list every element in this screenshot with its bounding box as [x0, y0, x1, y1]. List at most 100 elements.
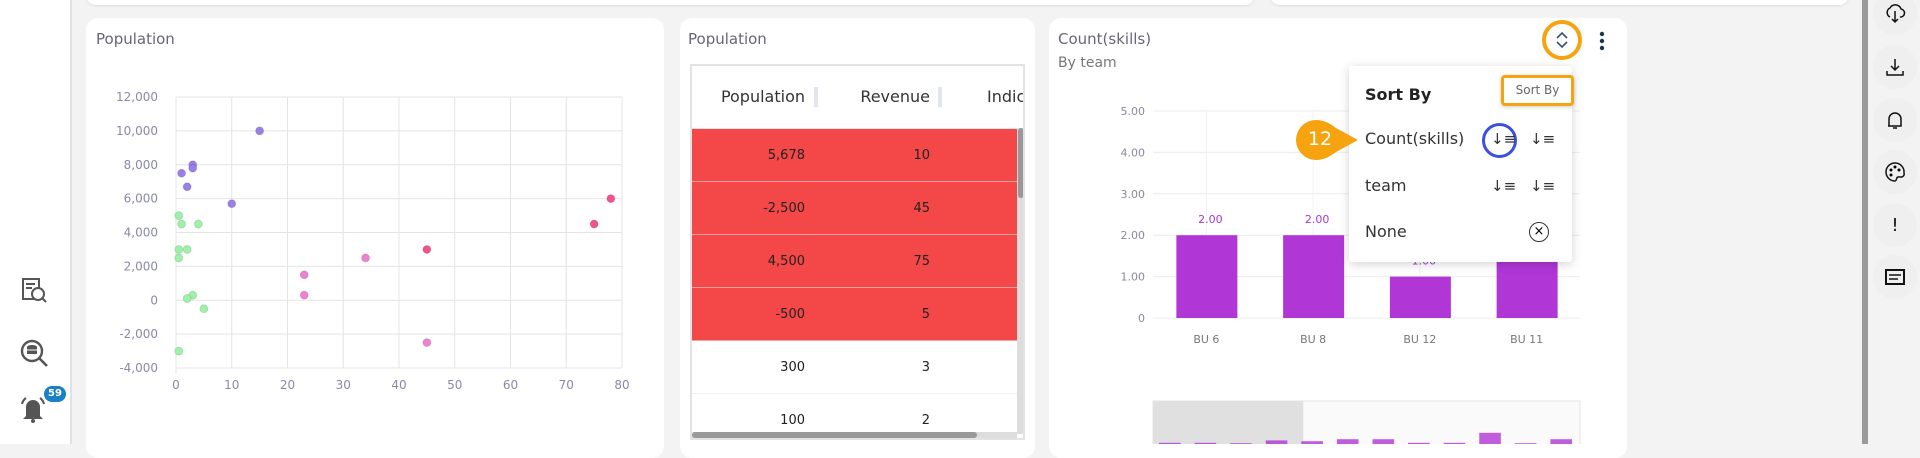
- navigator-bar: [1159, 442, 1181, 444]
- y-tick-label: 2,000: [124, 259, 158, 273]
- table-row[interactable]: 300 3: [692, 341, 1017, 394]
- page-scrollbar[interactable]: [1862, 0, 1868, 444]
- navigator-bar: [1443, 442, 1466, 444]
- scatter-point: [227, 199, 237, 209]
- left-sidebar: 59: [0, 0, 72, 444]
- bell-icon[interactable]: [18, 394, 48, 428]
- cell-population: 4,500: [767, 254, 805, 269]
- table-row[interactable]: 4,500 75: [692, 235, 1017, 288]
- table-row[interactable]: 5,678 10: [692, 129, 1017, 182]
- scatter-point: [422, 244, 432, 254]
- comment-icon[interactable]: [1873, 255, 1917, 299]
- cell-population: 100: [780, 413, 805, 428]
- scatter-point: [174, 244, 184, 254]
- card-subtitle: By team: [1058, 55, 1117, 71]
- sort-chevrons-icon: [1556, 31, 1568, 49]
- alert-icon[interactable]: !: [1873, 203, 1917, 247]
- y-tick-label: 3.00: [1121, 188, 1146, 201]
- bar-data-label: 2.00: [1305, 213, 1330, 226]
- y-tick-label: 2.00: [1121, 229, 1146, 242]
- sort-button[interactable]: [1542, 20, 1582, 60]
- column-header-indic[interactable]: Indic: [987, 87, 1025, 106]
- clear-sort-icon[interactable]: ×: [1529, 222, 1549, 242]
- y-tick-label: -4,000: [119, 361, 158, 375]
- sort-item-team[interactable]: team: [1365, 176, 1407, 195]
- navigator-bar: [1372, 439, 1395, 444]
- scatter-point: [182, 294, 192, 304]
- column-resize-handle[interactable]: [938, 87, 942, 107]
- column-resize-handle[interactable]: [814, 87, 818, 107]
- x-tick-label: BU 6: [1193, 333, 1219, 346]
- y-tick-label: 6,000: [124, 192, 158, 206]
- card-title: Population: [688, 30, 767, 48]
- vertical-scrollbar[interactable]: [1017, 128, 1023, 434]
- scatter-point: [177, 219, 187, 229]
- x-tick-label: 50: [447, 378, 462, 392]
- sort-by-tooltip: Sort By: [1501, 75, 1574, 106]
- table-row[interactable]: -2,500 45: [692, 182, 1017, 235]
- scatter-chart: 0 10 20 30 40 50 60 70 80 12,000 10,000 8,000 6,000 4…: [116, 90, 630, 392]
- scatter-point: [589, 219, 599, 229]
- x-tick-label: 60: [503, 378, 518, 392]
- notification-badge: 59: [44, 386, 66, 402]
- bar: [1176, 235, 1238, 318]
- x-tick-label: 70: [559, 378, 574, 392]
- selected-indicator: [1482, 123, 1517, 158]
- navigator-bar: [1336, 439, 1359, 444]
- horizontal-scrollbar[interactable]: [692, 432, 1017, 438]
- navigator-bar: [1265, 440, 1288, 444]
- sort-ascending-icon[interactable]: ↓≡: [1530, 177, 1556, 195]
- y-tick-label: -2,000: [119, 327, 158, 341]
- sort-item-none[interactable]: None: [1365, 222, 1407, 241]
- column-header-revenue[interactable]: Revenue: [860, 87, 930, 106]
- cell-population: -2,500: [763, 201, 805, 216]
- cell-revenue: 10: [913, 148, 930, 163]
- sort-descending-icon[interactable]: ↓≡: [1491, 130, 1517, 148]
- report-icon[interactable]: [20, 276, 48, 308]
- scatter-point: [422, 338, 432, 348]
- scatter-point: [174, 346, 184, 356]
- card-title: Population: [96, 30, 175, 48]
- bar: [1389, 276, 1451, 318]
- cloud-download-icon[interactable]: [1873, 0, 1917, 35]
- sort-menu-title: Sort By: [1365, 85, 1432, 104]
- scatter-point: [299, 270, 309, 280]
- database-search-icon[interactable]: [19, 338, 49, 372]
- scrollbar-thumb[interactable]: [692, 432, 977, 438]
- bar-data-label: 2.00: [1198, 213, 1223, 226]
- top-card: [86, 0, 1255, 5]
- navigator-bar: [1550, 439, 1572, 444]
- top-card: [1270, 0, 1849, 5]
- x-tick-label: BU 8: [1300, 333, 1326, 346]
- column-header-population[interactable]: Population: [720, 87, 805, 106]
- cell-revenue: 5: [921, 307, 930, 322]
- sort-ascending-icon[interactable]: ↓≡: [1530, 130, 1556, 148]
- table-row[interactable]: -500 5: [692, 288, 1017, 341]
- scatter-point: [174, 211, 184, 221]
- x-tick-label: 40: [391, 378, 406, 392]
- sort-descending-icon[interactable]: ↓≡: [1491, 177, 1517, 195]
- x-tick-label: BU 11: [1510, 333, 1543, 346]
- y-tick-label: 5.00: [1121, 105, 1146, 118]
- table-row[interactable]: 100 2: [692, 394, 1017, 438]
- palette-icon[interactable]: [1873, 150, 1917, 194]
- scatter-point: [255, 126, 265, 136]
- download-icon[interactable]: [1873, 45, 1917, 89]
- y-tick-label: 4,000: [124, 226, 158, 240]
- bell-icon[interactable]: [1873, 98, 1917, 142]
- y-tick-label: 0: [150, 293, 158, 307]
- y-tick-label: 10,000: [116, 124, 158, 138]
- sort-item-count-skills[interactable]: Count(skills): [1365, 129, 1465, 148]
- navigator-bar: [1194, 442, 1217, 444]
- data-table: Population Revenue Indic 5,678 10 -2,500 45…: [690, 64, 1025, 440]
- kebab-menu-icon[interactable]: [1599, 31, 1605, 55]
- cell-population: 5,678: [767, 148, 805, 163]
- scatter-point: [188, 163, 198, 173]
- y-tick-label: 4.00: [1121, 146, 1146, 159]
- cell-population: -500: [775, 307, 805, 322]
- y-tick-label: 1.00: [1121, 271, 1146, 284]
- x-tick-label: 0: [172, 378, 180, 392]
- x-tick-label: 10: [224, 378, 239, 392]
- scrollbar-thumb[interactable]: [1018, 128, 1023, 198]
